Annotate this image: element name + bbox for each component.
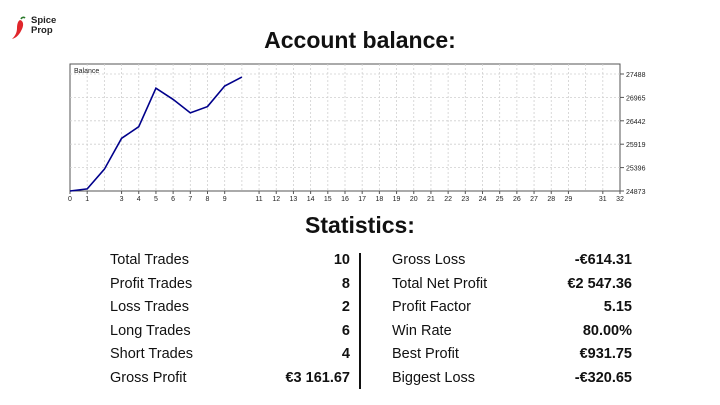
logo-line1: Spice [31,15,57,26]
stat-value: €3 161.67 [285,369,350,386]
x-tick-label: 29 [565,196,573,203]
stat-value: -€320.65 [574,369,632,386]
logo-line2: Prop [31,25,53,36]
y-tick-label: 24873 [626,189,646,196]
x-tick-label: 22 [444,196,452,203]
stat-row: Win Rate 80.00% [392,323,632,347]
stat-row: Loss Trades 2 [110,299,350,323]
x-tick-label: 14 [307,196,315,203]
x-tick-label: 5 [154,196,158,203]
chart-frame [69,63,621,192]
stat-row: Gross Loss -€614.31 [392,252,632,276]
stat-row: Long Trades 6 [110,323,350,347]
x-tick-label: 28 [547,196,555,203]
x-tick-label: 6 [171,196,175,203]
stat-value: 2 [341,299,350,316]
account-balance-heading: Account balance: [264,27,456,53]
stat-value: 5.15 [603,299,632,316]
chili-pepper-icon [12,16,26,39]
x-tick-label: 18 [375,196,383,203]
stat-value: 8 [341,275,350,292]
stat-value: €2 547.36 [567,275,632,292]
stat-label: Total Net Profit [392,275,488,292]
x-tick-label: 27 [530,196,538,203]
stat-label: Profit Trades [110,275,193,292]
stat-label: Win Rate [392,322,452,339]
stat-label: Gross Profit [110,369,187,386]
chart-title: Balance [74,68,99,75]
stat-value: 10 [333,252,350,268]
x-tick-label: 31 [599,196,607,203]
x-tick-label: 11 [255,196,262,203]
x-tick-label: 0 [68,196,72,203]
x-tick-label: 4 [137,196,141,203]
stat-label: Total Trades [110,252,189,268]
logo-text: Spice Prop [31,16,56,36]
statistics-left-column: Total Trades 10 Profit Trades 8 Loss Trade… [110,252,350,394]
stat-label: Profit Factor [392,299,471,316]
stat-value: -€614.31 [574,252,632,268]
x-tick-label: 9 [223,196,227,203]
column-divider [359,253,361,389]
x-tick-label: 7 [188,196,192,203]
stat-label: Loss Trades [110,299,189,316]
x-tick-label: 13 [290,196,298,203]
x-tick-label: 19 [393,196,401,203]
y-tick-label: 27488 [626,72,646,79]
statistics-right-column: Gross Loss -€614.31 Total Net Profit €2 54… [392,252,632,394]
stat-value: €931.75 [579,346,632,363]
x-tick-label: 1 [85,196,89,203]
stat-row: Gross Profit €3 161.67 [110,370,350,394]
stat-label: Best Profit [392,346,459,363]
stat-label: Long Trades [110,322,191,339]
x-tick-label: 8 [206,196,210,203]
x-tick-label: 17 [358,196,366,203]
balance-series-line [69,76,243,192]
x-tick-label: 21 [427,196,435,203]
stat-row: Profit Factor 5.15 [392,299,632,323]
x-tick-label: 24 [479,196,487,203]
stat-label: Gross Loss [392,252,466,268]
x-tick-label: 20 [410,196,418,203]
x-tick-label: 32 [616,196,624,203]
stat-row: Total Net Profit €2 547.36 [392,276,632,300]
stat-row: Biggest Loss -€320.65 [392,370,632,394]
x-tick-label: 3 [120,196,124,203]
stat-label: Biggest Loss [392,369,476,386]
y-tick-label: 25919 [626,142,646,149]
x-tick-label: 12 [272,196,280,203]
stat-value: 6 [341,322,350,339]
stat-row: Profit Trades 8 [110,276,350,300]
spice-prop-logo: Spice Prop [10,16,80,42]
x-tick-label: 16 [341,196,349,203]
y-tick-label: 25396 [626,166,646,173]
stat-value: 80.00% [582,322,632,339]
x-tick-label: 23 [461,196,469,203]
stat-row: Best Profit €931.75 [392,346,632,370]
stat-label: Short Trades [110,346,194,363]
x-tick-label: 26 [513,196,521,203]
x-tick-label: 25 [496,196,504,203]
y-tick-label: 26442 [626,119,646,126]
statistics-heading: Statistics: [305,212,415,238]
x-tick-label: 15 [324,196,332,203]
stat-value: 4 [341,346,350,363]
stat-row: Short Trades 4 [110,346,350,370]
y-tick-label: 26965 [626,95,646,102]
stat-row: Total Trades 10 [110,252,350,276]
